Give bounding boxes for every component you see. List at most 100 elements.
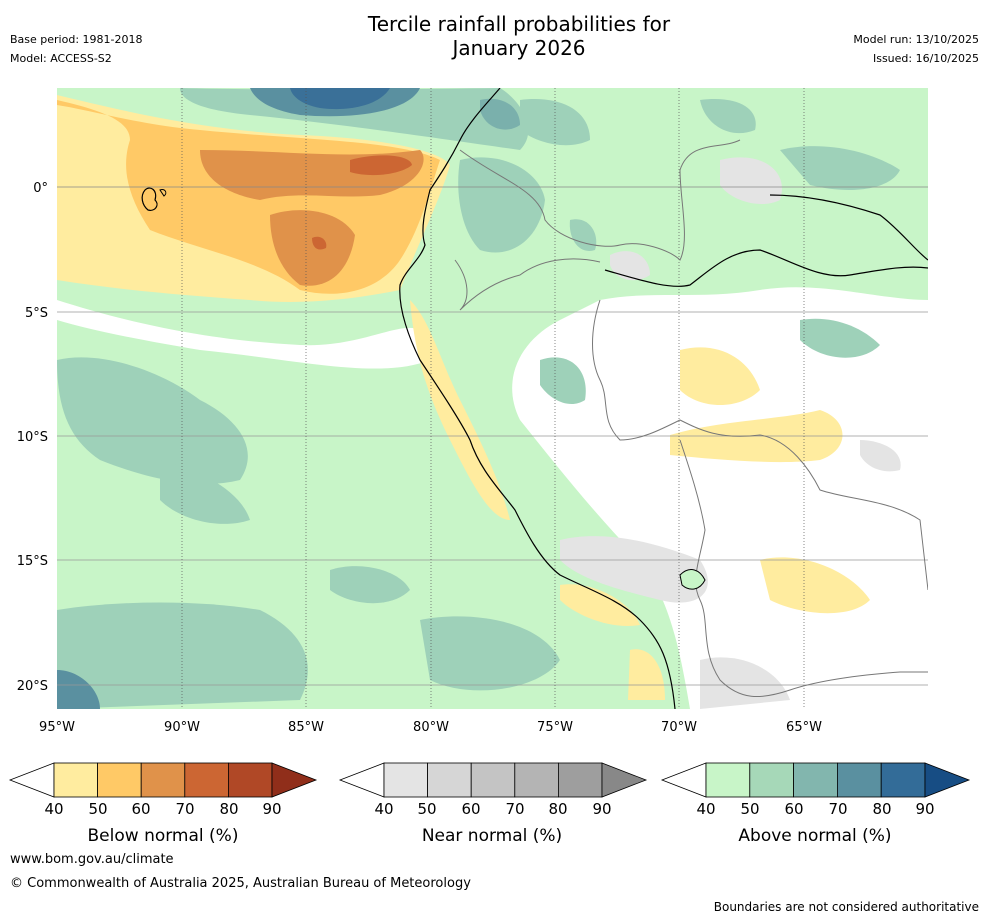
near-tick: 40 xyxy=(374,800,394,818)
colorbar-extend-high xyxy=(601,762,648,798)
below-tick: 60 xyxy=(131,800,151,818)
above-80-north xyxy=(290,88,390,110)
legend-label-above: Above normal (%) xyxy=(738,826,892,846)
legend-colorbars xyxy=(8,762,971,798)
below-70-pacific xyxy=(312,236,327,250)
colorbar-segment xyxy=(427,762,472,798)
colorbar-segment xyxy=(749,762,794,798)
title-line-1: Tercile rainfall probabilities for xyxy=(367,12,671,36)
colorbar-segment xyxy=(793,762,838,798)
colorbar-segment xyxy=(558,762,603,798)
page-title: Tercile rainfall probabilities for Janua… xyxy=(294,12,744,60)
above-50-patch xyxy=(800,318,880,358)
above-50-pacific-south xyxy=(57,357,248,484)
colorbar-segment xyxy=(383,762,428,798)
lon-label: 90°W xyxy=(164,720,200,735)
above-50-patch xyxy=(420,616,560,691)
disclaimer: Boundaries are not considered authoritat… xyxy=(713,900,979,914)
probability-field xyxy=(57,88,928,709)
below-40-patch xyxy=(560,584,640,626)
below-40-patch xyxy=(628,649,665,700)
near-tick: 50 xyxy=(417,800,437,818)
above-60-patch xyxy=(480,98,520,130)
issued-date: Issued: 16/10/2025 xyxy=(872,52,979,65)
below-tick: 50 xyxy=(88,800,108,818)
border-bolivia-chile xyxy=(679,439,928,698)
colorbar-segment xyxy=(227,762,273,798)
lat-label: 20°S xyxy=(17,679,48,694)
graticule xyxy=(57,88,928,709)
colorbar-extend-high xyxy=(271,762,318,798)
above-50-andes xyxy=(458,157,545,253)
colorbar-segment xyxy=(880,762,926,798)
above-tick: 50 xyxy=(740,800,760,818)
lon-label: 75°W xyxy=(537,720,573,735)
galapagos-islands xyxy=(141,187,158,211)
base-period: Base period: 1981-2018 xyxy=(10,33,143,46)
colorbar-extend-high xyxy=(924,762,971,798)
near-tick: 70 xyxy=(505,800,525,818)
above-50-patch xyxy=(700,99,756,134)
near-normal-patch xyxy=(610,251,650,281)
no-signal-band xyxy=(57,300,430,369)
above-50-patch xyxy=(780,146,900,190)
lon-label: 80°W xyxy=(413,720,449,735)
below-40-coast xyxy=(410,300,510,520)
coastline-pacific xyxy=(399,88,676,709)
below-70-pacific xyxy=(350,155,412,176)
lon-label: 65°W xyxy=(786,720,822,735)
lon-label: 95°W xyxy=(39,720,75,735)
above-50-patch xyxy=(160,460,250,524)
colorbar-extend-low xyxy=(8,762,55,798)
legend-label-near: Near normal (%) xyxy=(421,826,563,846)
colorbar-segment xyxy=(53,762,98,798)
colorbar-above-normal xyxy=(660,762,971,798)
above-tick: 70 xyxy=(828,800,848,818)
below-60-pacific xyxy=(270,210,355,286)
lat-label: 10°S xyxy=(17,430,48,445)
above-tick: 90 xyxy=(915,800,935,818)
colorbar-extend-low xyxy=(338,762,385,798)
galapagos-islet xyxy=(159,189,167,197)
colorbar-segment xyxy=(705,762,751,798)
below-tick: 90 xyxy=(262,800,282,818)
above-50-patch xyxy=(330,566,410,604)
lat-label: 15°S xyxy=(17,554,48,569)
above-tick: 40 xyxy=(696,800,716,818)
colorbar-segment xyxy=(97,762,142,798)
border-peru-brazil-bolivia xyxy=(592,299,928,591)
legend-label-below: Below normal (%) xyxy=(87,826,239,846)
lon-axis: 95°W 90°W 85°W 80°W 75°W 70°W 65°W xyxy=(39,720,822,735)
below-40-patch xyxy=(680,347,760,405)
below-tick: 70 xyxy=(175,800,195,818)
near-tick: 80 xyxy=(548,800,568,818)
near-normal-patch xyxy=(560,536,708,603)
river-negro xyxy=(769,194,928,261)
below-tick: 40 xyxy=(44,800,64,818)
lat-axis: 0° 5°S 10°S 15°S 20°S xyxy=(17,181,48,694)
below-40-patch xyxy=(760,557,870,614)
map: 0° 5°S 10°S 15°S 20°S 95°W 90°W 85°W 80°… xyxy=(17,88,928,735)
near-normal-patch xyxy=(720,157,782,205)
title-line-2: January 2026 xyxy=(452,36,586,60)
model-run: Model run: 13/10/2025 xyxy=(853,33,979,46)
lon-label: 85°W xyxy=(288,720,324,735)
lat-label: 0° xyxy=(33,181,48,196)
border-colombia xyxy=(459,139,741,261)
above-50-southwest xyxy=(57,602,308,709)
above-tick: 80 xyxy=(872,800,892,818)
above-50-patch xyxy=(569,219,597,251)
colorbar-below-normal xyxy=(8,762,318,798)
colorbar-near-normal xyxy=(338,762,648,798)
near-tick: 90 xyxy=(592,800,612,818)
below-tick: 80 xyxy=(219,800,239,818)
model-name: Model: ACCESS-S2 xyxy=(10,52,112,65)
website-link[interactable]: www.bom.gov.au/climate xyxy=(10,852,174,867)
lat-label: 5°S xyxy=(25,306,48,321)
lake-titicaca xyxy=(679,569,706,590)
copyright-notice: © Commonwealth of Australia 2025, Austra… xyxy=(10,876,471,891)
above-50-patch xyxy=(540,357,586,405)
lon-label: 70°W xyxy=(661,720,697,735)
colorbar-segment xyxy=(140,762,186,798)
river-amazon xyxy=(604,249,928,287)
